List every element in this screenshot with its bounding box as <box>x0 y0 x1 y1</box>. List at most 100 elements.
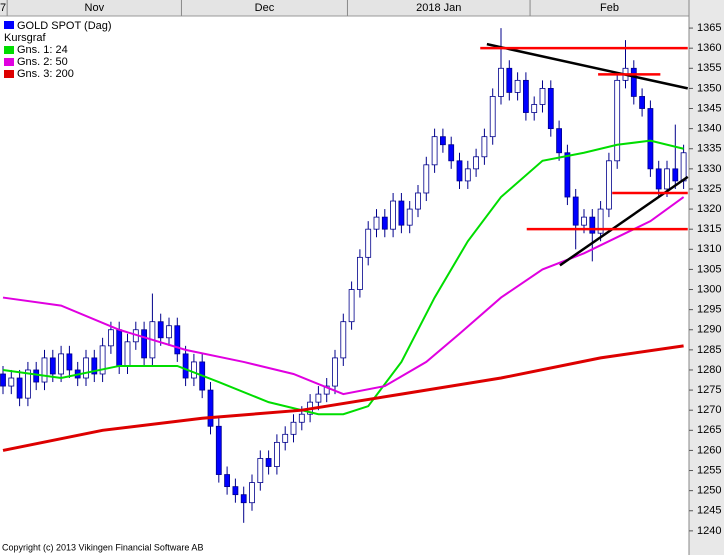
candle-body <box>398 200 405 226</box>
plot <box>0 28 689 523</box>
candle-body <box>614 79 621 162</box>
candle-body <box>630 67 637 97</box>
candle-body <box>498 67 504 97</box>
candle-body <box>232 486 239 496</box>
candle-body <box>8 377 15 387</box>
candle-body <box>99 345 106 375</box>
y-tick-label: 1305 <box>697 263 721 275</box>
candle-body <box>647 108 654 170</box>
candle-body <box>439 136 446 146</box>
legend-swatch <box>4 21 14 29</box>
candle-body <box>265 458 272 467</box>
candle-body <box>166 325 172 339</box>
candle-body <box>639 96 645 109</box>
candle-body <box>423 164 430 194</box>
candle-body <box>273 441 280 467</box>
candle-body <box>290 421 297 435</box>
candle-body <box>332 357 338 387</box>
candle-body <box>381 216 388 230</box>
candle-body <box>224 474 231 488</box>
y-axis-band <box>689 0 724 555</box>
y-tick-label: 1255 <box>697 464 721 476</box>
legend-label: Gns. 2: 50 <box>17 56 68 68</box>
candle-body <box>323 385 330 395</box>
candle-body <box>572 196 579 226</box>
candle-body <box>66 353 73 371</box>
candle-body <box>473 156 480 170</box>
candle-body <box>33 369 40 383</box>
candle-body <box>581 216 587 226</box>
y-tick-label: 1340 <box>697 123 721 135</box>
y-tick-label: 1360 <box>697 42 721 54</box>
candle-body <box>539 88 546 105</box>
trendline <box>559 175 689 267</box>
candle-body <box>16 377 23 399</box>
candle-body <box>514 79 521 93</box>
y-tick-label: 1315 <box>697 223 721 235</box>
candle-body <box>116 329 123 367</box>
candle-body <box>340 321 347 359</box>
footer: Copyright (c) 2013 Vikingen Financial So… <box>2 542 203 552</box>
y-tick-label: 1280 <box>697 364 721 376</box>
candle-body <box>464 168 471 182</box>
candle-body <box>207 389 214 427</box>
candle-body <box>49 357 56 375</box>
candle-body <box>240 494 247 504</box>
moving-average <box>2 344 684 452</box>
legend-swatch <box>4 70 14 78</box>
y-tick-label: 1290 <box>697 324 721 336</box>
candle-body <box>589 216 596 234</box>
legend-subtitle: Kursgraf <box>4 32 47 44</box>
legend-label: Gns. 3: 200 <box>17 68 74 80</box>
y-tick-label: 1240 <box>697 525 721 537</box>
candle-body <box>91 357 98 375</box>
y-tick-label: 1365 <box>697 22 721 34</box>
candle-body <box>348 289 355 323</box>
candle-body <box>365 228 372 258</box>
y-tick-label: 1265 <box>697 424 721 436</box>
candle-body <box>249 482 255 504</box>
candle-body <box>0 373 6 387</box>
candle-body <box>489 96 496 138</box>
y-tick-label: 1335 <box>697 143 721 155</box>
y-tick-label: 1345 <box>697 102 721 114</box>
candle-body <box>190 361 197 379</box>
y-tick-label: 1260 <box>697 444 721 456</box>
y-tick-label: 1300 <box>697 283 721 295</box>
legend-swatch <box>4 46 14 54</box>
candle-body <box>448 144 455 162</box>
x-tick-label: Nov <box>85 2 105 14</box>
candle-body <box>58 353 64 375</box>
legend-title: GOLD SPOT (Dag) <box>17 20 112 32</box>
candle-body <box>174 325 181 355</box>
x-tick-label: 7 <box>0 2 6 14</box>
y-tick-label: 1245 <box>697 505 721 517</box>
candle-body <box>315 393 322 403</box>
candle-body <box>406 208 413 226</box>
candle-body <box>523 79 529 113</box>
candle-body <box>124 341 131 367</box>
candle-body <box>24 369 31 399</box>
candle-body <box>373 216 380 230</box>
x-tick-label: 2018 Jan <box>416 2 461 14</box>
candle-body <box>257 458 264 483</box>
y-tick-label: 1275 <box>697 384 721 396</box>
y-tick-label: 1330 <box>697 163 721 175</box>
y-tick-label: 1325 <box>697 183 721 195</box>
candle-body <box>506 67 513 93</box>
candle-body <box>564 152 571 198</box>
candle-body <box>141 329 148 359</box>
legend-swatch <box>4 58 14 66</box>
candle-body <box>556 128 562 154</box>
y-tick-label: 1270 <box>697 404 721 416</box>
y-tick-label: 1350 <box>697 82 721 94</box>
overlay: GOLD SPOT (Dag) Kursgraf Copyright (c) 2… <box>2 20 203 552</box>
candle-body <box>298 413 305 423</box>
candle-body <box>108 329 114 347</box>
moving-average <box>2 139 684 416</box>
y-tick-label: 1320 <box>697 203 721 215</box>
candle-body <box>597 208 604 234</box>
candle-body <box>157 321 164 339</box>
